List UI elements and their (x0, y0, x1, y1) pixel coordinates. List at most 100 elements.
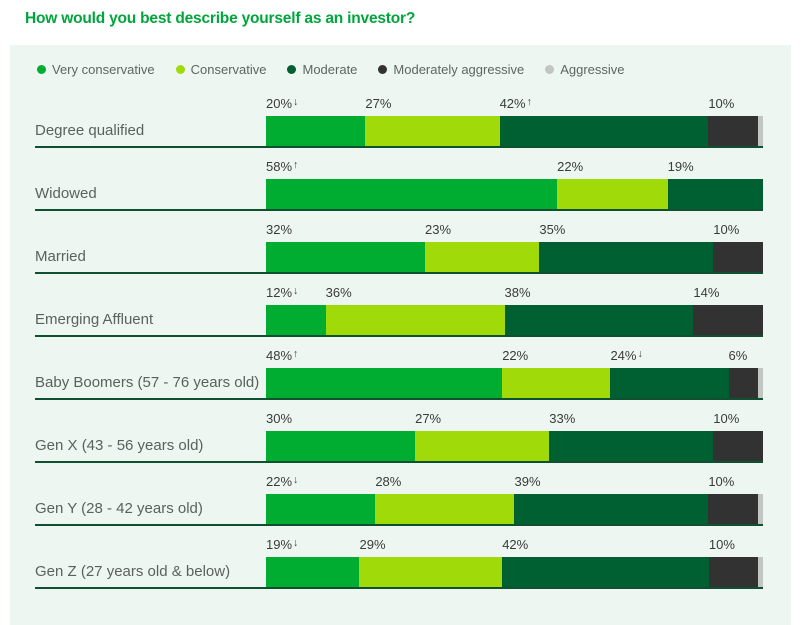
bar-segment-moderate (549, 431, 714, 461)
value-label: 48%↑ (266, 348, 299, 363)
trend-down-icon: ↓ (293, 537, 299, 549)
chart-row-emerging-affluent: Emerging Affluent 12%↓ 36% 38% 14% (35, 274, 763, 337)
stacked-bar (266, 116, 763, 146)
value-label: 39% (514, 474, 541, 489)
value-label: 6% (728, 348, 748, 363)
legend-swatch-icon (378, 65, 388, 74)
bar-segment-very-conservative (266, 305, 326, 335)
value-label: 42%↑ (499, 96, 532, 111)
value-label: 10% (708, 96, 735, 111)
category-label: Gen Z (27 years old & below) (35, 563, 231, 580)
bar-area: 22%↓ 28% 39% 10% (266, 474, 763, 524)
trend-down-icon: ↓ (293, 96, 299, 108)
bar-area: 48%↑ 22% 24%↓ 6% (266, 348, 763, 398)
category-label: Degree qualified (35, 122, 145, 139)
bar-segment-very-conservative (266, 368, 503, 398)
bar-segment-very-conservative (266, 431, 416, 461)
legend-label: Conservative (190, 62, 267, 77)
value-label: 32% (266, 222, 293, 237)
legend-item-very-conservative: Very conservative (37, 62, 155, 77)
bar-segment-conservative (557, 179, 668, 209)
stacked-bar (266, 431, 763, 461)
value-label: 10% (708, 537, 735, 552)
legend-item-moderate: Moderate (287, 62, 357, 77)
value-label: 27% (415, 411, 442, 426)
chart-row-widowed: Widowed 58%↑ 22% 19% (35, 148, 763, 211)
value-label: 10% (713, 411, 740, 426)
bar-segment-moderate (610, 368, 729, 398)
value-label: 10% (713, 222, 740, 237)
value-label: 20%↓ (266, 96, 299, 111)
category-label: Married (35, 248, 86, 265)
bar-area: 32% 23% 35% 10% (266, 222, 763, 272)
bar-segment-very-conservative (266, 179, 558, 209)
bar-segment-moderately-aggressive (713, 242, 763, 272)
trend-down-icon: ↓ (637, 348, 643, 360)
chart-row-gen-y-28-42-years-old: Gen Y (28 - 42 years old) 22%↓ 28% 39% 10% (35, 463, 763, 526)
bar-segment-aggressive (758, 557, 763, 587)
bar-segment-moderately-aggressive (708, 116, 758, 146)
legend-label: Very conservative (52, 62, 155, 77)
chart-rows: Degree qualified 20%↓ 27% 42%↑ 10% Widowed 58%… (35, 85, 763, 589)
category-label: Emerging Affluent (35, 311, 154, 328)
value-label: 58%↑ (266, 159, 299, 174)
value-label: 14% (693, 285, 720, 300)
chart-row-degree-qualified: Degree qualified 20%↓ 27% 42%↑ 10% (35, 85, 763, 148)
legend-item-aggressive: Aggressive (545, 62, 625, 77)
legend-label: Moderately aggressive (393, 62, 525, 77)
bar-segment-moderate (514, 494, 709, 524)
bar-segment-moderately-aggressive (693, 305, 763, 335)
legend-swatch-icon (545, 65, 555, 74)
bar-area: 19%↓ 29% 42% 10% (266, 537, 763, 587)
bar-segment-conservative (365, 116, 500, 146)
bar-area: 30% 27% 33% 10% (266, 411, 763, 461)
value-label: 22% (502, 348, 529, 363)
value-label: 23% (425, 222, 452, 237)
bar-segment-aggressive (758, 494, 763, 524)
value-label: 22% (557, 159, 584, 174)
bar-area: 58%↑ 22% 19% (266, 159, 763, 209)
legend-item-conservative: Conservative (175, 62, 267, 77)
bar-segment-conservative (502, 368, 611, 398)
value-label: 42% (502, 537, 529, 552)
bar-segment-conservative (325, 305, 505, 335)
page-title: How would you best describe yourself as … (25, 10, 416, 27)
bar-segment-very-conservative (266, 116, 366, 146)
stacked-bar (266, 305, 763, 335)
bar-segment-moderately-aggressive (708, 494, 758, 524)
value-label: 10% (708, 474, 735, 489)
bar-segment-moderate (502, 557, 709, 587)
stacked-bar (266, 494, 763, 524)
legend-label: Moderate (302, 62, 358, 77)
bar-segment-moderately-aggressive (708, 557, 759, 587)
bar-segment-moderate (539, 242, 714, 272)
bar-segment-moderately-aggressive (713, 431, 763, 461)
chart-panel: Very conservative Conservative Moderate Mod… (10, 45, 791, 625)
value-label: 33% (549, 411, 576, 426)
trend-up-icon: ↑ (293, 159, 299, 171)
stacked-bar (266, 368, 763, 398)
bar-segment-moderate (499, 116, 709, 146)
bar-area: 20%↓ 27% 42%↑ 10% (266, 96, 763, 146)
legend-swatch-icon (175, 65, 185, 74)
bar-segment-very-conservative (266, 494, 376, 524)
value-label: 35% (539, 222, 566, 237)
value-label: 19% (667, 159, 694, 174)
legend-item-moderately-aggressive: Moderately aggressive (378, 62, 524, 77)
value-label: 30% (266, 411, 293, 426)
value-label: 27% (365, 96, 392, 111)
bar-segment-conservative (415, 431, 550, 461)
trend-down-icon: ↓ (293, 285, 299, 297)
bar-segment-conservative (425, 242, 540, 272)
stacked-bar (266, 242, 763, 272)
chart-row-baby-boomers-57-76-years-old: Baby Boomers (57 - 76 years old) 48%↑ 22% 2… (35, 337, 763, 400)
legend-label: Aggressive (560, 62, 625, 77)
value-label: 22%↓ (266, 474, 299, 489)
bar-segment-aggressive (758, 116, 763, 146)
trend-up-icon: ↑ (526, 96, 532, 108)
bar-segment-very-conservative (266, 242, 426, 272)
legend-swatch-icon (287, 65, 297, 74)
bar-segment-very-conservative (266, 557, 360, 587)
category-label: Widowed (35, 185, 97, 202)
stacked-bar (266, 557, 763, 587)
